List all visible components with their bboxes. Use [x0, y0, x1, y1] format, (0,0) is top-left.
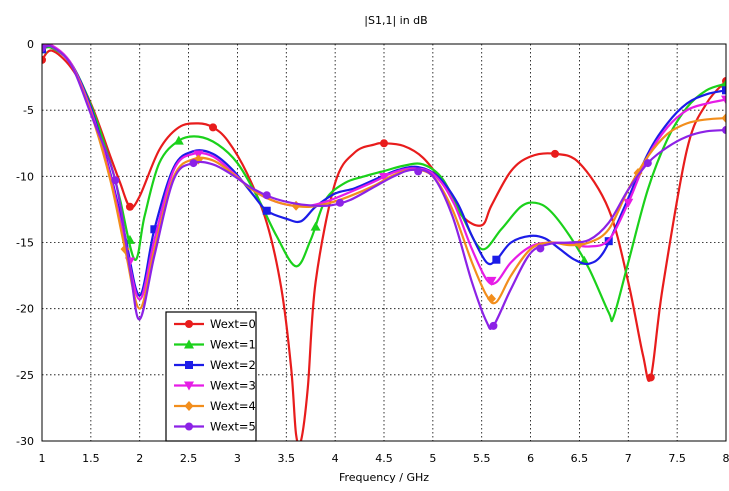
y-tick-label: -15: [16, 237, 34, 250]
data-point-marker: [42, 44, 46, 52]
data-point-marker: [42, 55, 46, 64]
data-point-marker: [492, 255, 501, 264]
data-point-marker: [262, 191, 271, 200]
data-point-marker: [489, 321, 498, 330]
x-tick-label: 2.5: [180, 452, 198, 465]
legend-marker: [185, 422, 193, 431]
y-tick-label: -30: [16, 435, 34, 448]
legend: Wext=0 Wext=1 Wext=2 Wext=3 Wext=4 Wext=5: [165, 311, 257, 442]
x-tick-label: 7: [625, 452, 632, 465]
y-tick-label: -20: [16, 303, 34, 316]
legend-label: Wext=0: [210, 317, 256, 331]
data-point-marker: [125, 202, 134, 211]
series-line: [42, 44, 726, 301]
legend-item: Wext=3: [174, 379, 256, 393]
legend-item: Wext=0: [174, 317, 256, 331]
x-tick-label: 3.5: [278, 452, 296, 465]
series-wext-5: [42, 44, 726, 331]
data-point-marker: [551, 149, 559, 158]
series-line: [42, 44, 726, 331]
x-axis-label: Frequency / GHz: [339, 471, 429, 484]
legend-label: Wext=2: [210, 358, 256, 372]
data-point-marker: [262, 206, 271, 215]
data-point-marker: [150, 225, 159, 234]
y-tick-label: -10: [16, 170, 34, 183]
legend-box: [165, 311, 257, 442]
data-point-marker: [623, 198, 634, 208]
legend-marker: [184, 401, 194, 411]
x-tick-label: 5: [429, 452, 436, 465]
data-point-marker: [310, 221, 321, 231]
data-point-marker: [721, 78, 726, 88]
x-tick-label: 6.5: [571, 452, 589, 465]
data-point-marker: [124, 234, 135, 244]
data-point-marker: [486, 276, 497, 286]
legend-label: Wext=1: [210, 338, 256, 352]
x-tick-label: 4: [332, 452, 339, 465]
legend-item: Wext=1: [174, 338, 256, 352]
x-tick-label: 1.5: [82, 452, 100, 465]
y-tick-label: 0: [27, 38, 34, 51]
data-point-marker: [379, 172, 389, 182]
data-point-marker: [536, 244, 545, 253]
x-tick-label: 4.5: [375, 452, 393, 465]
x-tick-label: 3: [234, 452, 241, 465]
data-point-marker: [111, 176, 120, 185]
data-point-marker: [380, 139, 388, 148]
legend-item: Wext=2: [174, 358, 256, 372]
data-point-marker: [173, 135, 184, 145]
x-tick-label: 2: [136, 452, 143, 465]
data-point-marker: [721, 95, 726, 105]
x-tick-label: 1: [39, 452, 46, 465]
legend-marker: [185, 361, 193, 369]
data-point-marker: [209, 123, 217, 132]
data-point-marker: [721, 113, 726, 124]
data-point-marker: [336, 198, 345, 207]
data-point-marker: [414, 167, 423, 176]
y-tick-labels: 0 -5 -10 -15 -20 -25 -30: [16, 38, 34, 448]
data-point-marker: [722, 126, 726, 135]
series-line: [42, 49, 726, 441]
x-tick-label: 5.5: [473, 452, 491, 465]
series-group: [42, 44, 726, 441]
y-tick-label: -5: [23, 104, 34, 117]
plot-frame: [41, 43, 727, 442]
data-point-marker: [486, 293, 496, 304]
legend-item: Wext=5: [174, 420, 256, 434]
x-tick-label: 6: [527, 452, 534, 465]
y-tick-label: -25: [16, 369, 34, 382]
x-tick-label: 8: [723, 452, 729, 465]
data-point-marker: [646, 373, 655, 382]
series-wext-0: [42, 49, 726, 441]
legend-marker: [185, 320, 193, 328]
legend-label: Wext=5: [210, 420, 256, 434]
data-point-marker: [643, 159, 652, 168]
series-line: [42, 46, 726, 323]
legend-item: Wext=4: [174, 399, 256, 413]
legend-marker: [184, 339, 194, 349]
x-tick-labels: 1 1.5 2 2.5 3 3.5 4 4.5 5 5.5 6 6.5 7 7.5 8: [39, 452, 729, 465]
chart-title: |S1,1| in dB: [364, 14, 427, 27]
grid: [41, 43, 727, 442]
legend-marker: [184, 381, 194, 391]
legend-label: Wext=4: [210, 399, 256, 413]
legend-label: Wext=3: [210, 379, 256, 393]
data-point-marker: [189, 159, 198, 168]
x-tick-label: 7.5: [668, 452, 686, 465]
data-point-marker: [722, 86, 726, 95]
